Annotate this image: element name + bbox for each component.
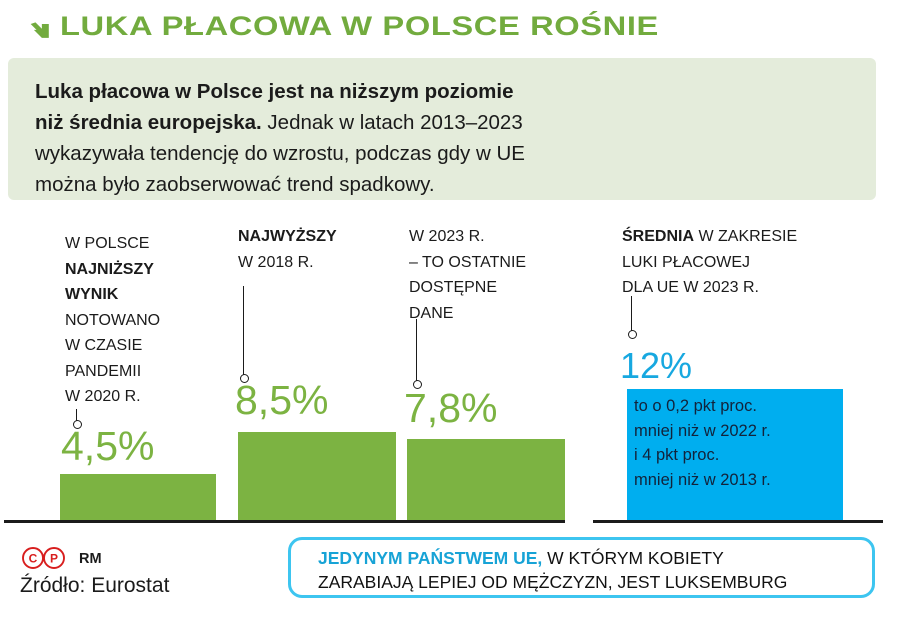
svg-text:C: C (29, 552, 38, 566)
svg-text:P: P (50, 552, 58, 566)
